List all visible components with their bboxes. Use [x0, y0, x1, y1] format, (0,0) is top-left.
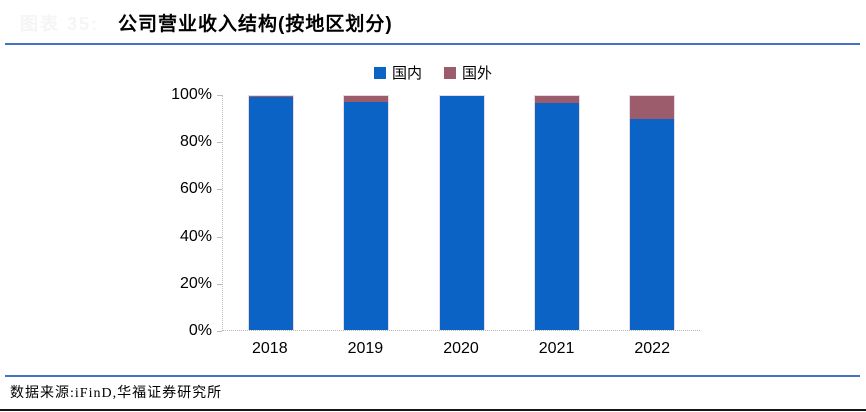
- legend-swatch-domestic: [373, 66, 386, 79]
- stacked-bar-2021: [533, 95, 580, 330]
- y-tick-mark: [217, 142, 222, 144]
- legend-item-domestic: 国内: [373, 62, 422, 83]
- y-tick-label: 40%: [179, 227, 212, 245]
- chart-legend: 国内 国外: [373, 62, 492, 83]
- bar-segment-国内-2020: [439, 96, 484, 330]
- x-tick-label-2021: 2021: [538, 340, 575, 357]
- chart-title: 公司营业收入结构(按地区划分): [118, 14, 393, 35]
- y-tick-mark: [217, 331, 222, 332]
- y-tick-label: 20%: [179, 274, 212, 292]
- bar-segment-国内-2018: [248, 96, 293, 330]
- bottom-border-bar: [0, 409, 866, 411]
- bar-segment-国内-2021: [534, 103, 579, 330]
- y-tick-mark: [217, 95, 222, 96]
- bar-slot-2020: [414, 95, 509, 330]
- x-tick-label-2018: 2018: [252, 340, 288, 357]
- y-tick-label: 80%: [179, 133, 212, 151]
- y-tick-label: 0%: [188, 322, 212, 339]
- legend-item-foreign: 国外: [444, 62, 492, 83]
- bar-segment-国外-2022: [630, 96, 675, 120]
- legend-label-domestic: 国内: [391, 66, 422, 82]
- y-tick-mark: [217, 236, 222, 238]
- legend-label-foreign: 国外: [462, 66, 493, 82]
- plot-area: [222, 95, 700, 331]
- x-axis-labels: 2018 2019 2020 2021 2022: [222, 340, 700, 358]
- figure-number-label: 图表 35:: [20, 14, 100, 34]
- y-tick-mark: [217, 189, 222, 191]
- bar-slot-2019: [318, 95, 413, 330]
- stacked-bar-2019: [343, 95, 390, 330]
- stacked-bar-2020: [438, 95, 485, 330]
- bar-segment-国外-2021: [534, 96, 579, 104]
- bar-slot-2022: [605, 95, 700, 330]
- header-rule: [5, 43, 860, 45]
- stacked-bar-2022: [629, 95, 676, 330]
- x-tick-label-2022: 2022: [634, 340, 670, 357]
- footer-rule: [5, 375, 860, 377]
- data-source-text: 数据来源:iFinD,华福证券研究所: [10, 386, 223, 401]
- bar-segment-国外-2018: [248, 96, 293, 97]
- bar-segment-国外-2019: [344, 96, 389, 102]
- y-axis-labels: 0% 20% 40% 60% 80% 100%: [140, 86, 212, 339]
- bar-segment-国内-2019: [344, 101, 389, 330]
- legend-swatch-foreign: [444, 66, 456, 79]
- y-tick-label: 60%: [179, 180, 212, 198]
- bar-slot-2021: [509, 95, 604, 330]
- x-tick-label-2019: 2019: [347, 340, 384, 357]
- x-tick-label-2020: 2020: [443, 340, 479, 357]
- y-tick-mark: [217, 283, 222, 285]
- y-axis-ticks: [217, 95, 222, 332]
- y-tick-label: 100%: [171, 86, 212, 103]
- bar-slot-2018: [223, 95, 318, 330]
- stacked-bar-2018: [247, 95, 294, 330]
- bar-segment-国内-2022: [630, 119, 675, 330]
